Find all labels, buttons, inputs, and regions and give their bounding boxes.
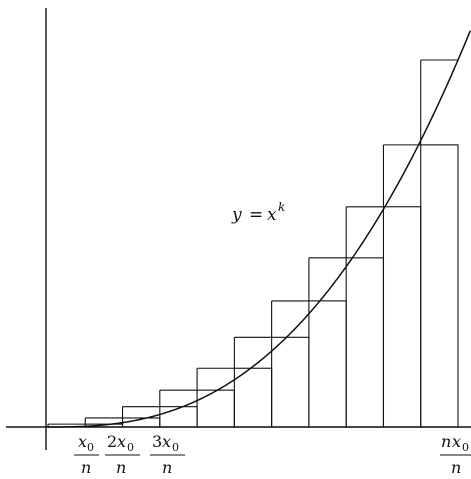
rectangles-group bbox=[47, 59, 459, 428]
lower-rectangle-7 bbox=[271, 336, 310, 428]
tick-label-2: 2 x 0 n bbox=[105, 432, 140, 477]
tick-label-n: n x 0 n bbox=[440, 432, 471, 477]
tick-n-sub: 0 bbox=[462, 441, 469, 454]
tick-1-den: n bbox=[81, 458, 91, 477]
curve-label-x: x bbox=[267, 205, 277, 225]
tick-3-coef: 3 bbox=[152, 432, 162, 451]
tick-2-den: n bbox=[116, 458, 126, 477]
tick-2-sub: 0 bbox=[127, 441, 134, 454]
tick-labels: x 0 n 2 x 0 n 3 x 0 n n x 0 n bbox=[74, 432, 471, 477]
lower-rectangle-10 bbox=[382, 206, 422, 428]
lower-rectangle-6 bbox=[233, 367, 273, 428]
tick-2-sym: x bbox=[117, 432, 126, 451]
lower-rectangle-9 bbox=[345, 257, 385, 428]
lower-rectangle-5 bbox=[196, 389, 235, 428]
lower-rectangle-11 bbox=[420, 144, 459, 428]
tick-label-3: 3 x 0 n bbox=[150, 432, 185, 477]
tick-3-sub: 0 bbox=[172, 441, 179, 454]
tick-3-sym: x bbox=[162, 432, 171, 451]
tick-label-1: x 0 n bbox=[74, 432, 99, 477]
lower-rectangle-4 bbox=[159, 406, 198, 428]
curve-label-equals: = bbox=[249, 205, 263, 225]
curve-label-y: y bbox=[231, 205, 242, 225]
curve-label-k: k bbox=[278, 200, 285, 214]
tick-n-sym: x bbox=[452, 432, 461, 451]
tick-1-sym: x bbox=[78, 432, 87, 451]
tick-n-den: n bbox=[451, 458, 461, 477]
curve-label: y = x k bbox=[231, 200, 285, 225]
tick-2-coef: 2 bbox=[107, 432, 117, 451]
curve-y-equals-x-to-k bbox=[48, 30, 471, 428]
tick-3-den: n bbox=[162, 458, 172, 477]
tick-1-sub: 0 bbox=[87, 441, 94, 454]
lower-rectangle-8 bbox=[308, 300, 347, 428]
tick-n-coef: n bbox=[441, 432, 451, 451]
